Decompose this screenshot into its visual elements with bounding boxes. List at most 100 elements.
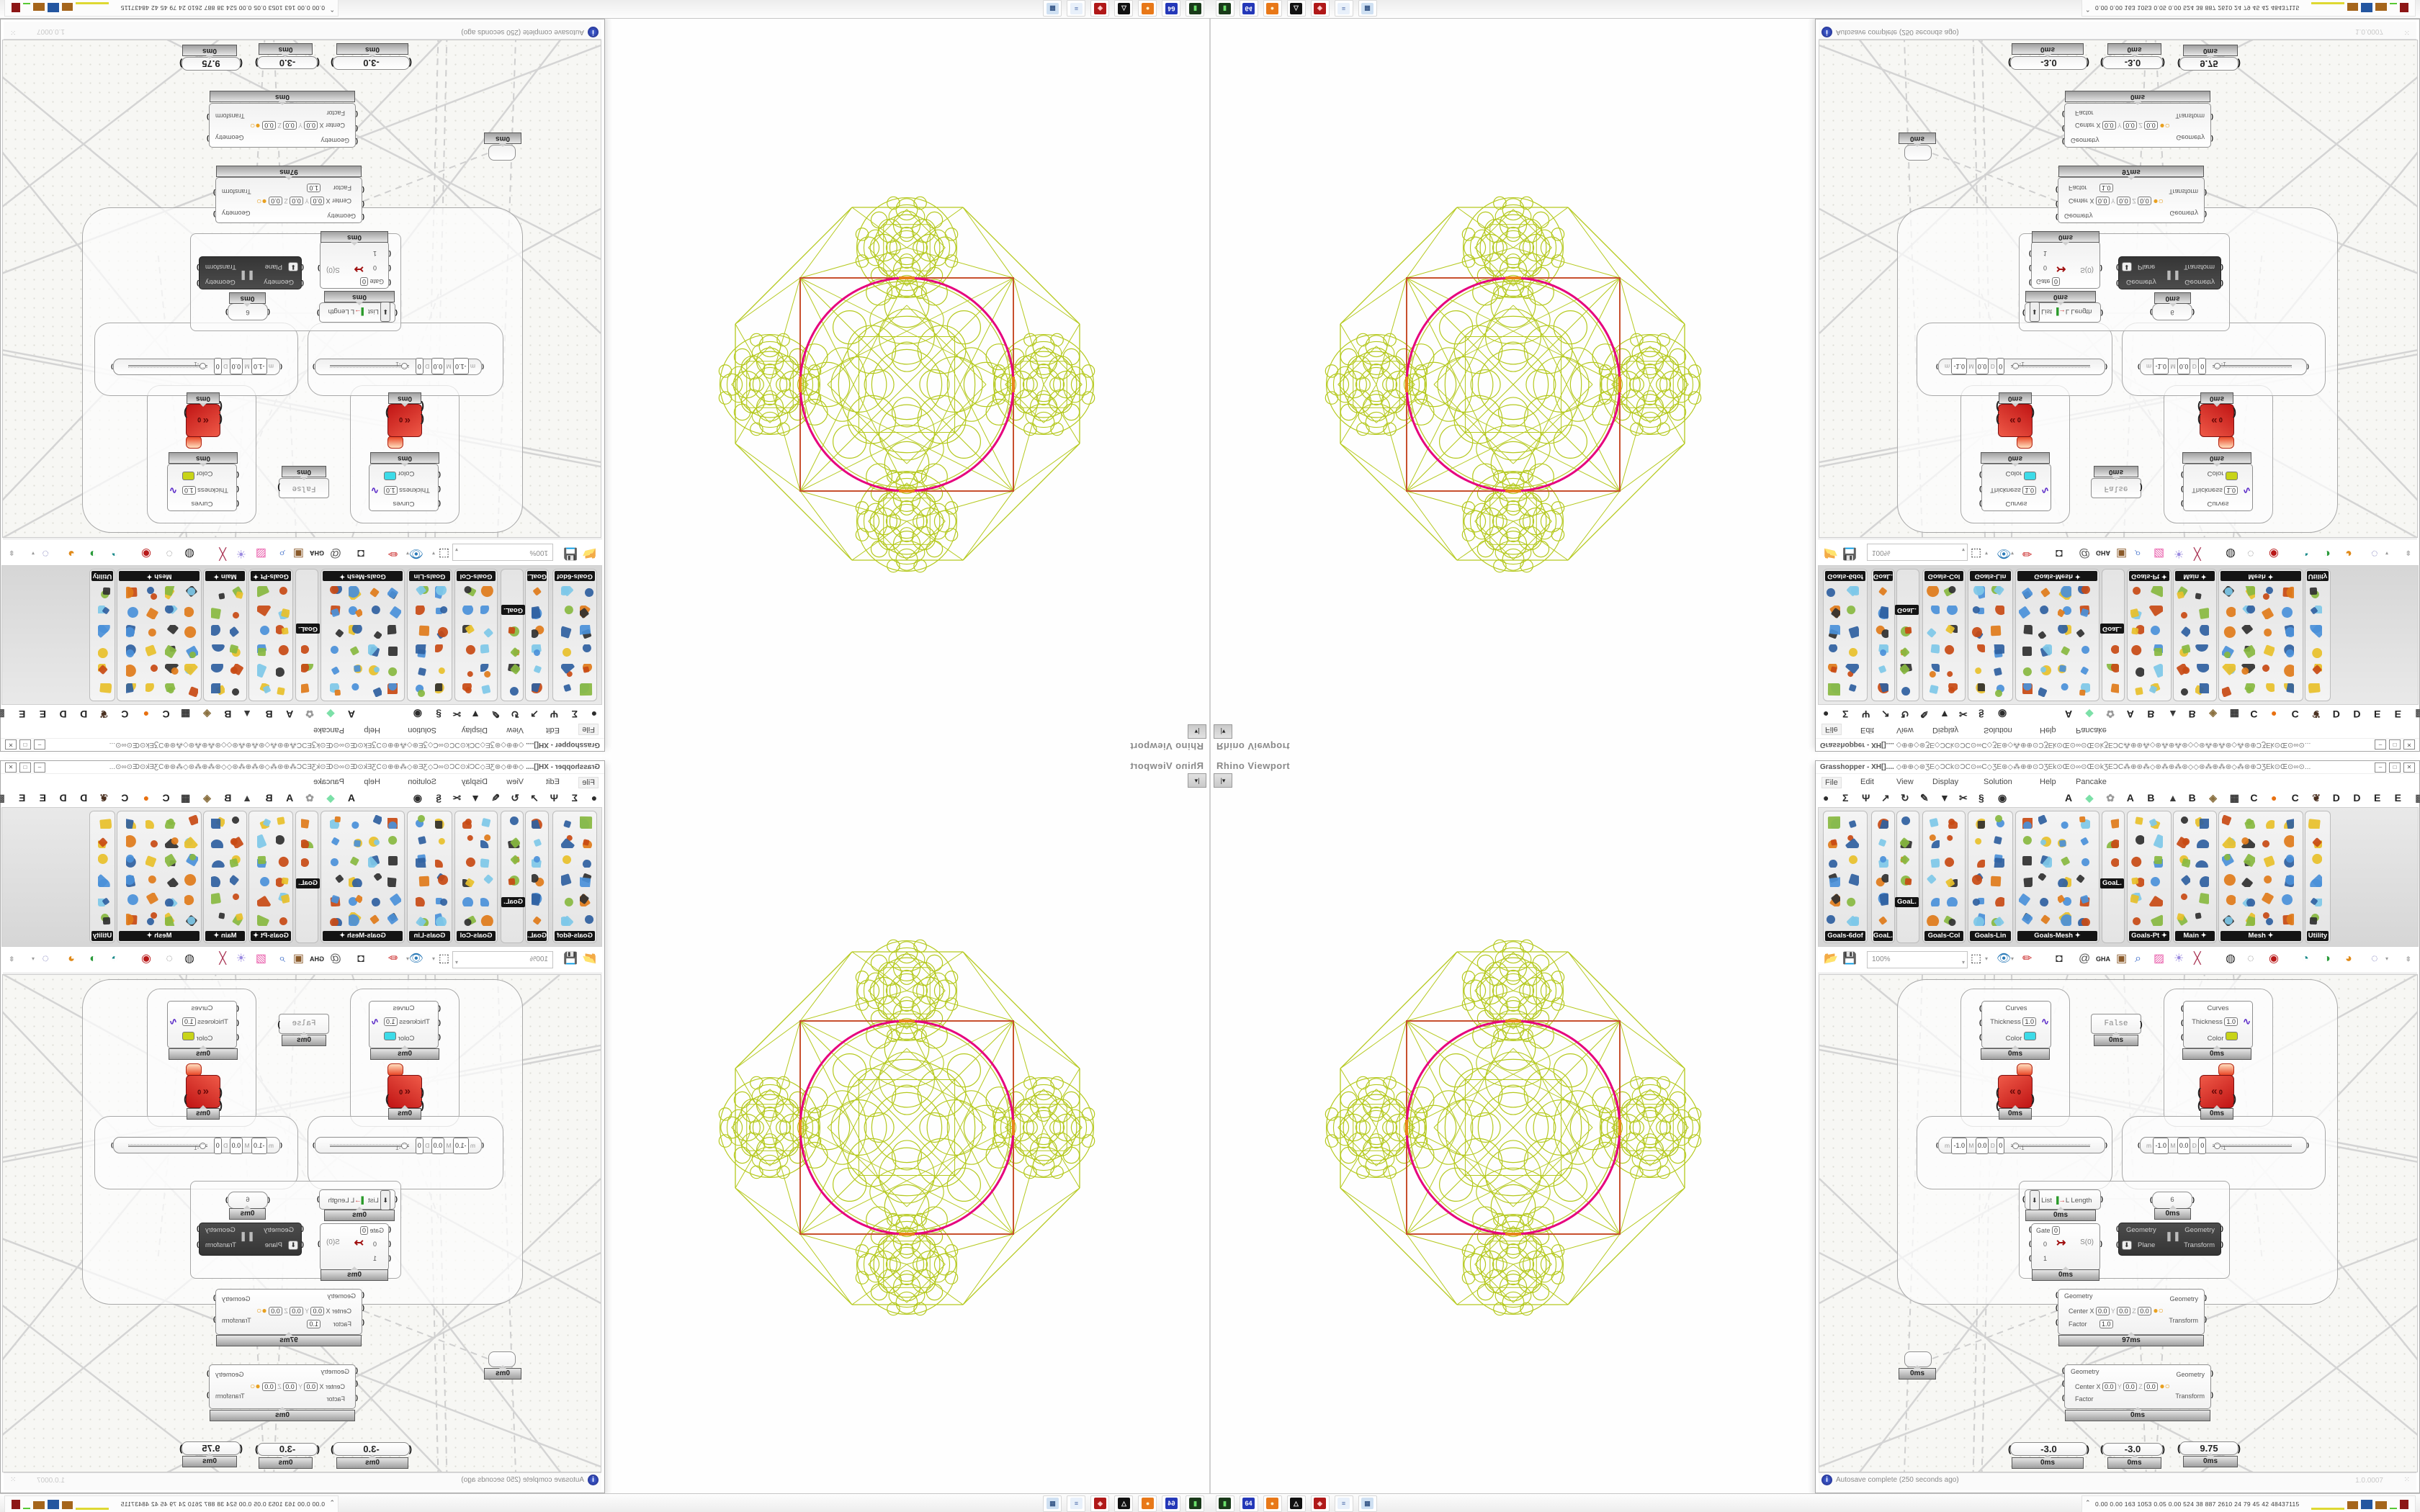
component-icon[interactable] xyxy=(1827,912,1840,926)
terminal-icon[interactable]: ▮ xyxy=(1186,1495,1204,1512)
component-icon[interactable] xyxy=(184,912,198,926)
component-icon[interactable] xyxy=(184,606,198,619)
component-icon[interactable] xyxy=(145,815,159,829)
component-icon[interactable] xyxy=(561,664,575,678)
component-icon[interactable] xyxy=(580,625,593,639)
component-icon[interactable] xyxy=(368,893,382,906)
component-icon[interactable] xyxy=(580,873,593,887)
list-length-node[interactable]: ⬇ List ▐→L Length() xyxy=(317,302,398,323)
tray-expand-icon[interactable]: ⌃ xyxy=(2085,6,2091,13)
component-icon[interactable] xyxy=(462,586,476,600)
slider-settings-row[interactable]: m -1.0 M 0.0 D 0 -1)( xyxy=(1936,1137,2107,1154)
component-icon[interactable] xyxy=(2280,873,2294,887)
eye-icon[interactable]: ◉ xyxy=(1998,792,2007,804)
component-icon[interactable] xyxy=(2308,854,2322,868)
save-file-icon[interactable]: 💾 xyxy=(1842,547,1857,559)
scale-nu-node[interactable]: Geometry Center X 0.0 Y 0.0 Z 0.0 ●○ Facto… xyxy=(2062,103,2213,148)
category-letter[interactable]: B xyxy=(2188,792,2196,804)
minimize-button[interactable]: – xyxy=(34,762,45,773)
grasshopper-titlebar[interactable]: Grasshopper - XH[].... ◇⊕⊕◇⊛ƷE◇ƆCk⊙ƆC⊙∞C… xyxy=(1816,761,2419,774)
category-letter[interactable]: ◈ xyxy=(2209,708,2217,720)
component-icon[interactable] xyxy=(1944,606,1958,619)
component-icon[interactable] xyxy=(2019,815,2033,829)
component-icon[interactable] xyxy=(1827,683,1840,697)
stream-filter-node[interactable]: Gate 0 0 1 S(0) ↣((() xyxy=(318,241,391,289)
error-component-node[interactable]: « 0(() xyxy=(1996,400,2035,437)
calculator-icon[interactable]: ▦ xyxy=(1358,1495,1377,1512)
clamp-icon[interactable]: ◘ xyxy=(357,547,364,559)
panel-tab-label[interactable]: Goals-Col xyxy=(457,931,496,941)
ruby-icon[interactable]: ◈ xyxy=(1090,0,1109,17)
component-icon[interactable] xyxy=(1875,815,1888,829)
component-icon[interactable] xyxy=(2222,873,2236,887)
component-icon[interactable] xyxy=(416,854,430,868)
component-icon[interactable] xyxy=(2280,625,2294,639)
component-icon[interactable] xyxy=(165,854,179,868)
component-icon[interactable] xyxy=(416,625,430,639)
component-icon[interactable] xyxy=(349,683,363,697)
window-doc-icon[interactable]: ▣ xyxy=(292,953,304,965)
component-icon[interactable] xyxy=(480,815,494,829)
component-icon[interactable] xyxy=(1900,625,1914,639)
component-icon[interactable] xyxy=(462,815,476,829)
balloons-icon[interactable]: ☀ xyxy=(236,953,246,965)
component-icon[interactable] xyxy=(98,664,112,678)
component-icon[interactable] xyxy=(1875,683,1888,697)
component-icon[interactable] xyxy=(462,664,476,678)
component-icon[interactable] xyxy=(2308,586,2322,600)
component-icon[interactable] xyxy=(480,606,494,619)
component-icon[interactable] xyxy=(2076,664,2090,678)
panel-tab-label[interactable]: GoaL. xyxy=(1873,571,1893,581)
terminal-icon[interactable]: ▮ xyxy=(1216,0,1234,17)
component-icon[interactable] xyxy=(2130,873,2144,887)
list-length-node[interactable]: ⬇ List ▐→L Length() xyxy=(2022,1189,2103,1210)
component-icon[interactable] xyxy=(1944,815,1958,829)
funnel-icon[interactable]: ▼ xyxy=(470,792,480,804)
component-icon[interactable] xyxy=(480,644,494,658)
component-icon[interactable] xyxy=(257,644,271,658)
component-icon[interactable] xyxy=(561,644,575,658)
component-icon[interactable] xyxy=(349,625,363,639)
component-icon[interactable] xyxy=(212,912,225,926)
component-icon[interactable] xyxy=(211,873,225,887)
panel-tab-label[interactable]: Goals-Pt ✦ xyxy=(251,571,291,581)
sigma-icon[interactable]: Σ xyxy=(1842,708,1849,720)
category-letter[interactable]: E xyxy=(2374,792,2381,804)
ball-teal-icon[interactable]: ◔ xyxy=(2302,953,2309,965)
component-icon[interactable] xyxy=(1991,873,2004,887)
component-icon[interactable] xyxy=(2149,854,2163,868)
category-letter[interactable]: C xyxy=(162,792,170,804)
component-icon[interactable] xyxy=(276,586,290,600)
component-icon[interactable] xyxy=(165,912,179,926)
hexagon-icon[interactable]: ● xyxy=(591,708,597,720)
component-icon[interactable] xyxy=(98,912,112,926)
zoom-select[interactable]: 100% ▾ xyxy=(1867,951,1968,968)
viewport-dropdown-button[interactable]: |▾ xyxy=(1214,773,1232,788)
close-button[interactable]: ✕ xyxy=(5,762,17,773)
component-icon[interactable] xyxy=(1926,854,1940,868)
ribbons-icon[interactable]: ╳ xyxy=(2194,953,2201,965)
menu-view[interactable]: View xyxy=(506,726,524,734)
component-icon[interactable] xyxy=(330,606,344,619)
component-icon[interactable] xyxy=(1944,893,1958,906)
component-icon[interactable] xyxy=(1944,625,1958,639)
component-icon[interactable] xyxy=(165,893,179,906)
component-icon[interactable] xyxy=(211,893,225,906)
component-icon[interactable] xyxy=(480,586,494,600)
component-icon[interactable] xyxy=(416,893,430,906)
component-icon[interactable] xyxy=(2261,834,2275,848)
ball-orange-icon[interactable]: ◕ xyxy=(2345,953,2352,965)
category-letter[interactable]: A xyxy=(2065,708,2073,720)
component-icon[interactable] xyxy=(387,815,401,829)
component-icon[interactable] xyxy=(2149,664,2163,678)
panel-tab-label[interactable]: Goals-Col xyxy=(457,571,496,581)
terminal-icon[interactable]: ▮ xyxy=(1216,1495,1234,1512)
coil-icon[interactable]: § xyxy=(436,708,442,720)
funnel-icon[interactable]: ▼ xyxy=(1940,708,1950,720)
menu-view[interactable]: View xyxy=(506,778,524,786)
component-icon[interactable] xyxy=(2222,683,2236,697)
component-icon[interactable] xyxy=(2222,854,2236,868)
slider-settings-row[interactable]: m -1.0 M 0.0 D 0 -1)( xyxy=(111,358,282,375)
ball-orange-icon[interactable]: ◕ xyxy=(2345,547,2352,559)
ball-orange-icon[interactable]: ◕ xyxy=(68,547,75,559)
